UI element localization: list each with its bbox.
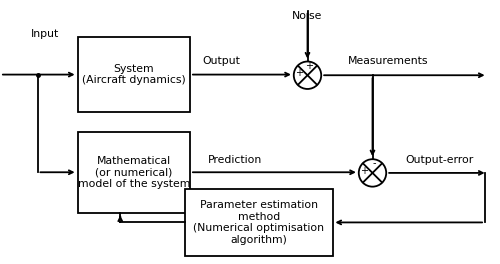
Text: System
(Aircraft dynamics): System (Aircraft dynamics) [82, 64, 186, 85]
Text: +: + [295, 68, 303, 78]
Circle shape [359, 159, 386, 187]
Text: Measurements: Measurements [348, 56, 428, 66]
Text: Parameter estimation
method
(Numerical optimisation
algorithm): Parameter estimation method (Numerical o… [193, 200, 324, 245]
Bar [78, 37, 190, 112]
Circle shape [294, 62, 321, 89]
Text: Prediction: Prediction [208, 155, 262, 165]
Bar [185, 189, 332, 256]
Text: Input: Input [31, 29, 60, 39]
Text: +: + [305, 61, 313, 71]
Text: Noise: Noise [292, 11, 322, 21]
Text: +: + [360, 166, 368, 176]
Text: Output-error: Output-error [405, 155, 473, 165]
Text: Output: Output [202, 56, 240, 66]
Bar [78, 132, 190, 213]
Text: Mathematical
(or numerical)
model of the system: Mathematical (or numerical) model of the… [78, 156, 190, 189]
Text: -: - [372, 159, 376, 169]
